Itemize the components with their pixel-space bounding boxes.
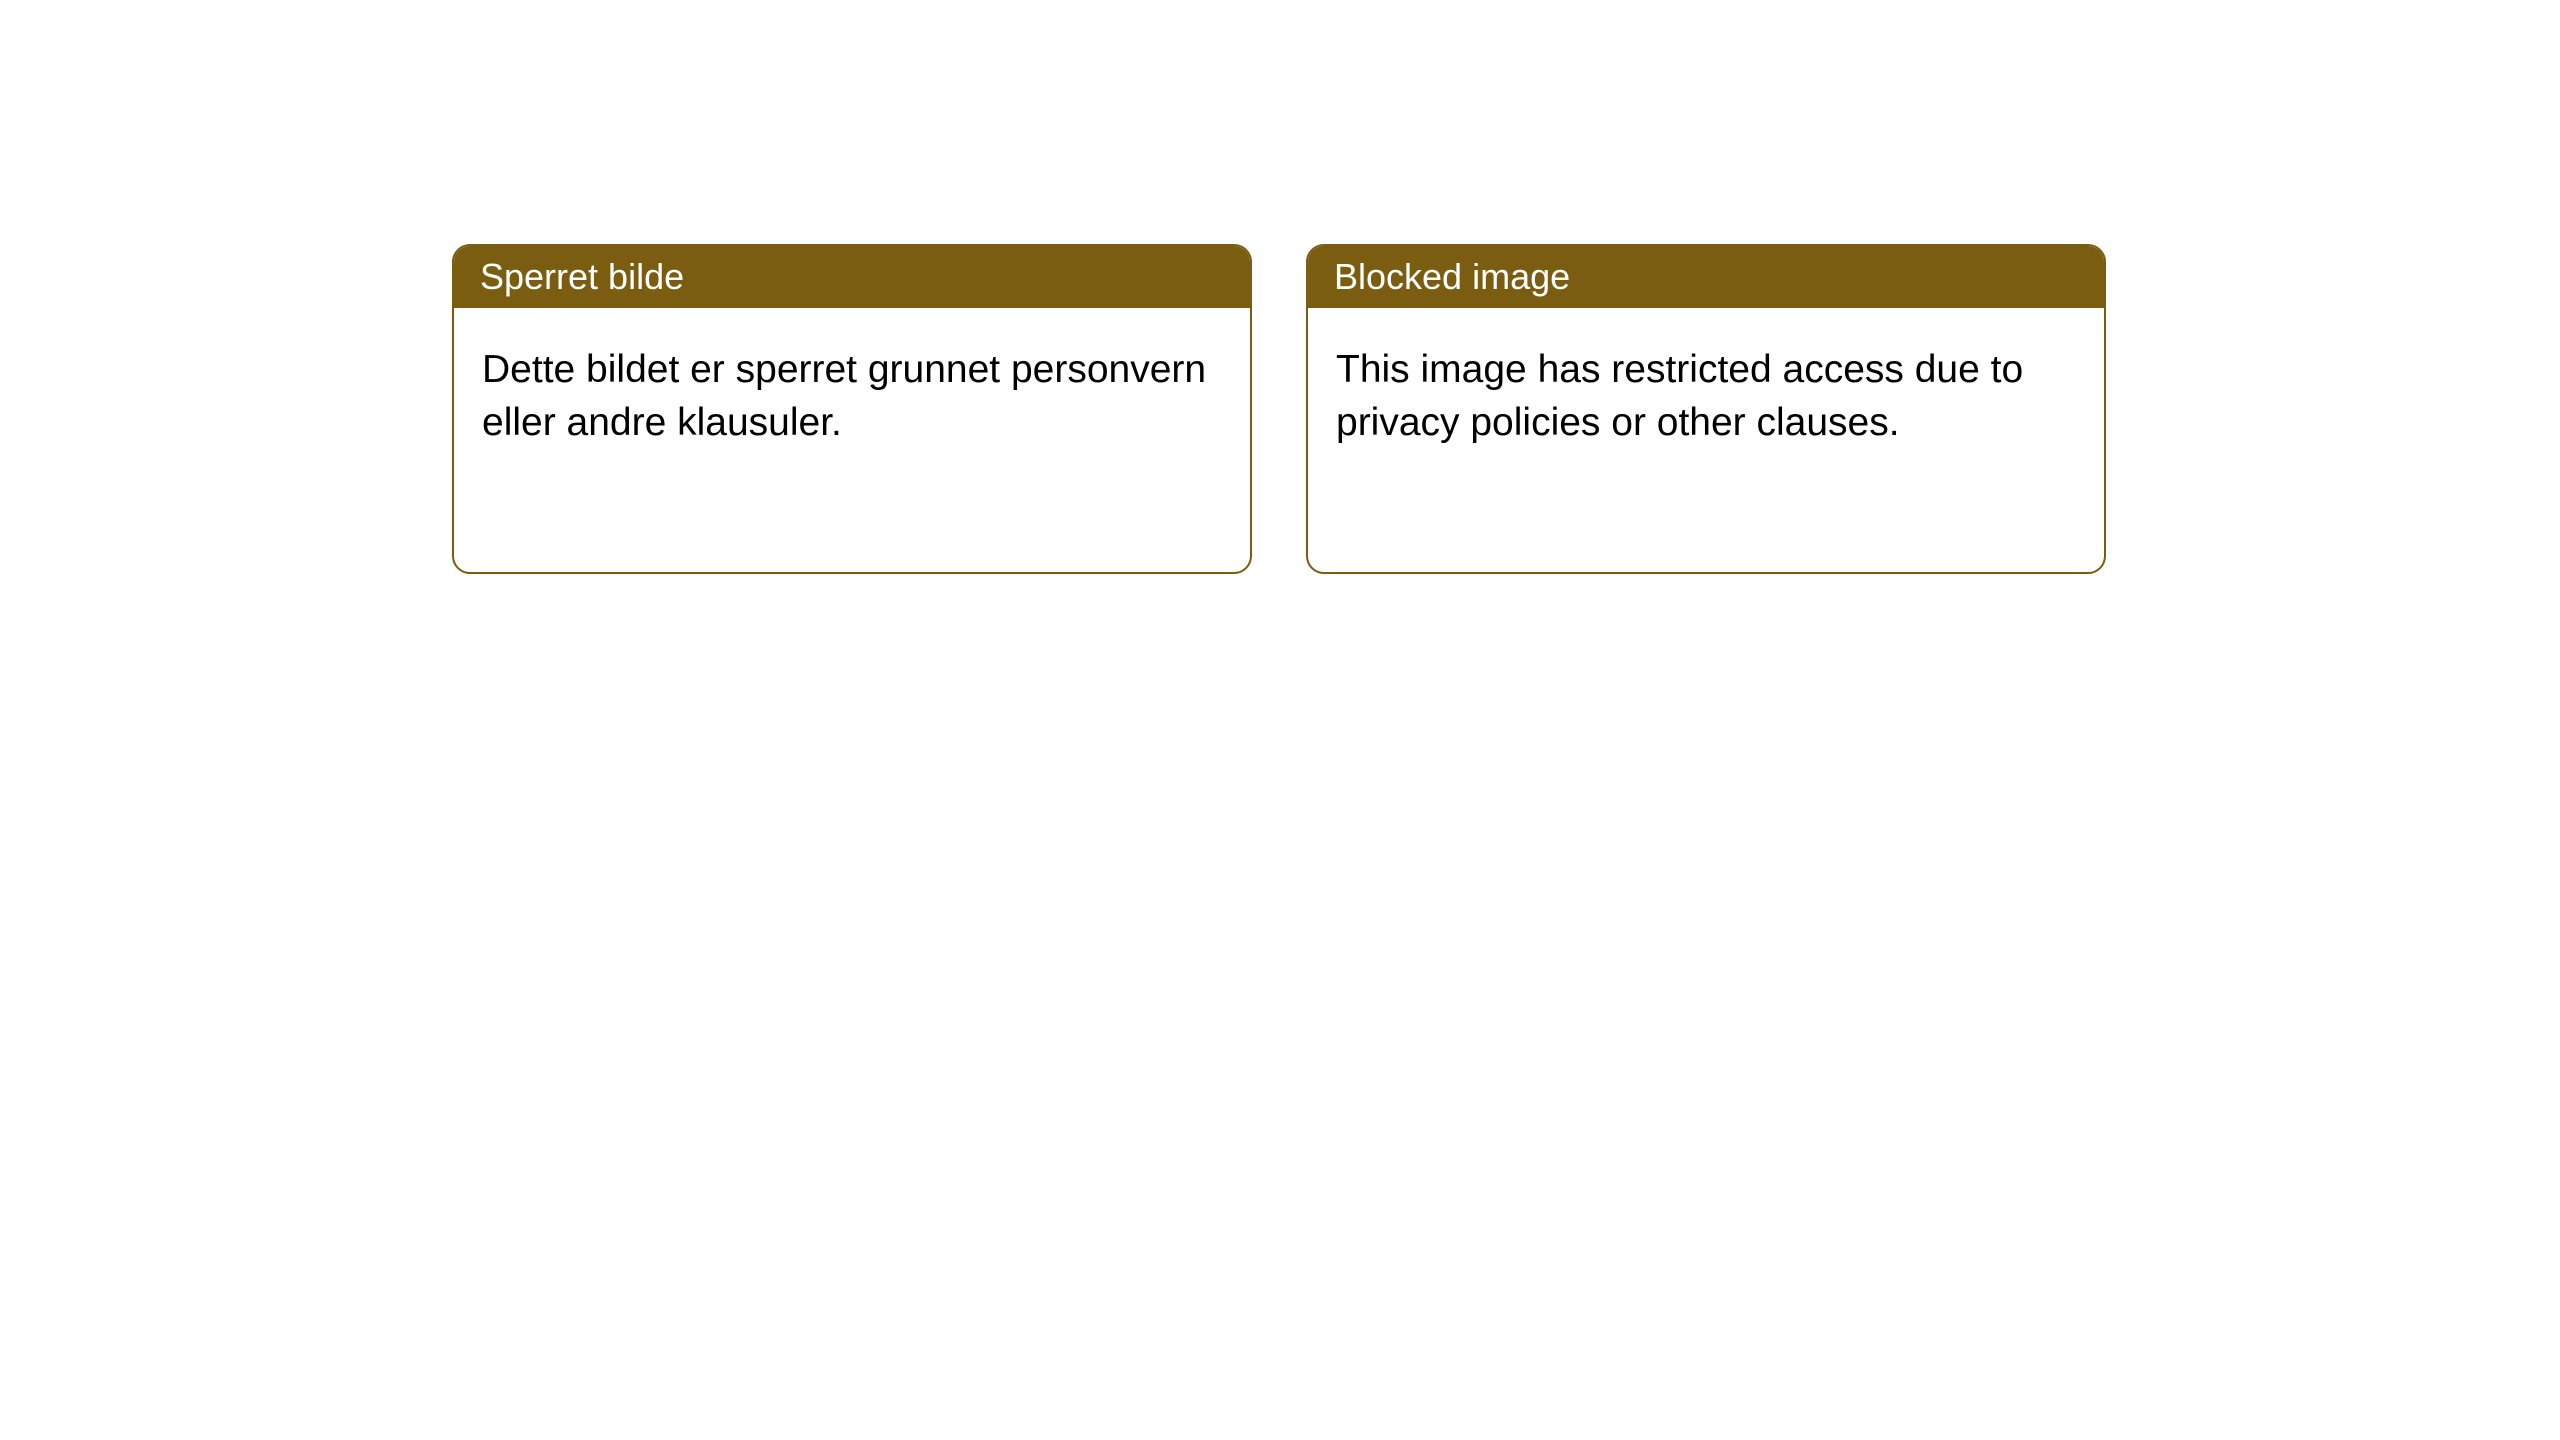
card-body: Dette bildet er sperret grunnet personve…	[454, 308, 1250, 485]
card-header: Blocked image	[1308, 246, 2104, 308]
card-body-text: This image has restricted access due to …	[1336, 348, 2023, 444]
blocked-image-cards: Sperret bilde Dette bildet er sperret gr…	[452, 244, 2106, 574]
card-title: Sperret bilde	[480, 256, 684, 297]
blocked-image-card-en: Blocked image This image has restricted …	[1306, 244, 2106, 574]
card-body: This image has restricted access due to …	[1308, 308, 2104, 485]
card-title: Blocked image	[1334, 256, 1570, 297]
card-body-text: Dette bildet er sperret grunnet personve…	[482, 348, 1206, 444]
blocked-image-card-no: Sperret bilde Dette bildet er sperret gr…	[452, 244, 1252, 574]
card-header: Sperret bilde	[454, 246, 1250, 308]
